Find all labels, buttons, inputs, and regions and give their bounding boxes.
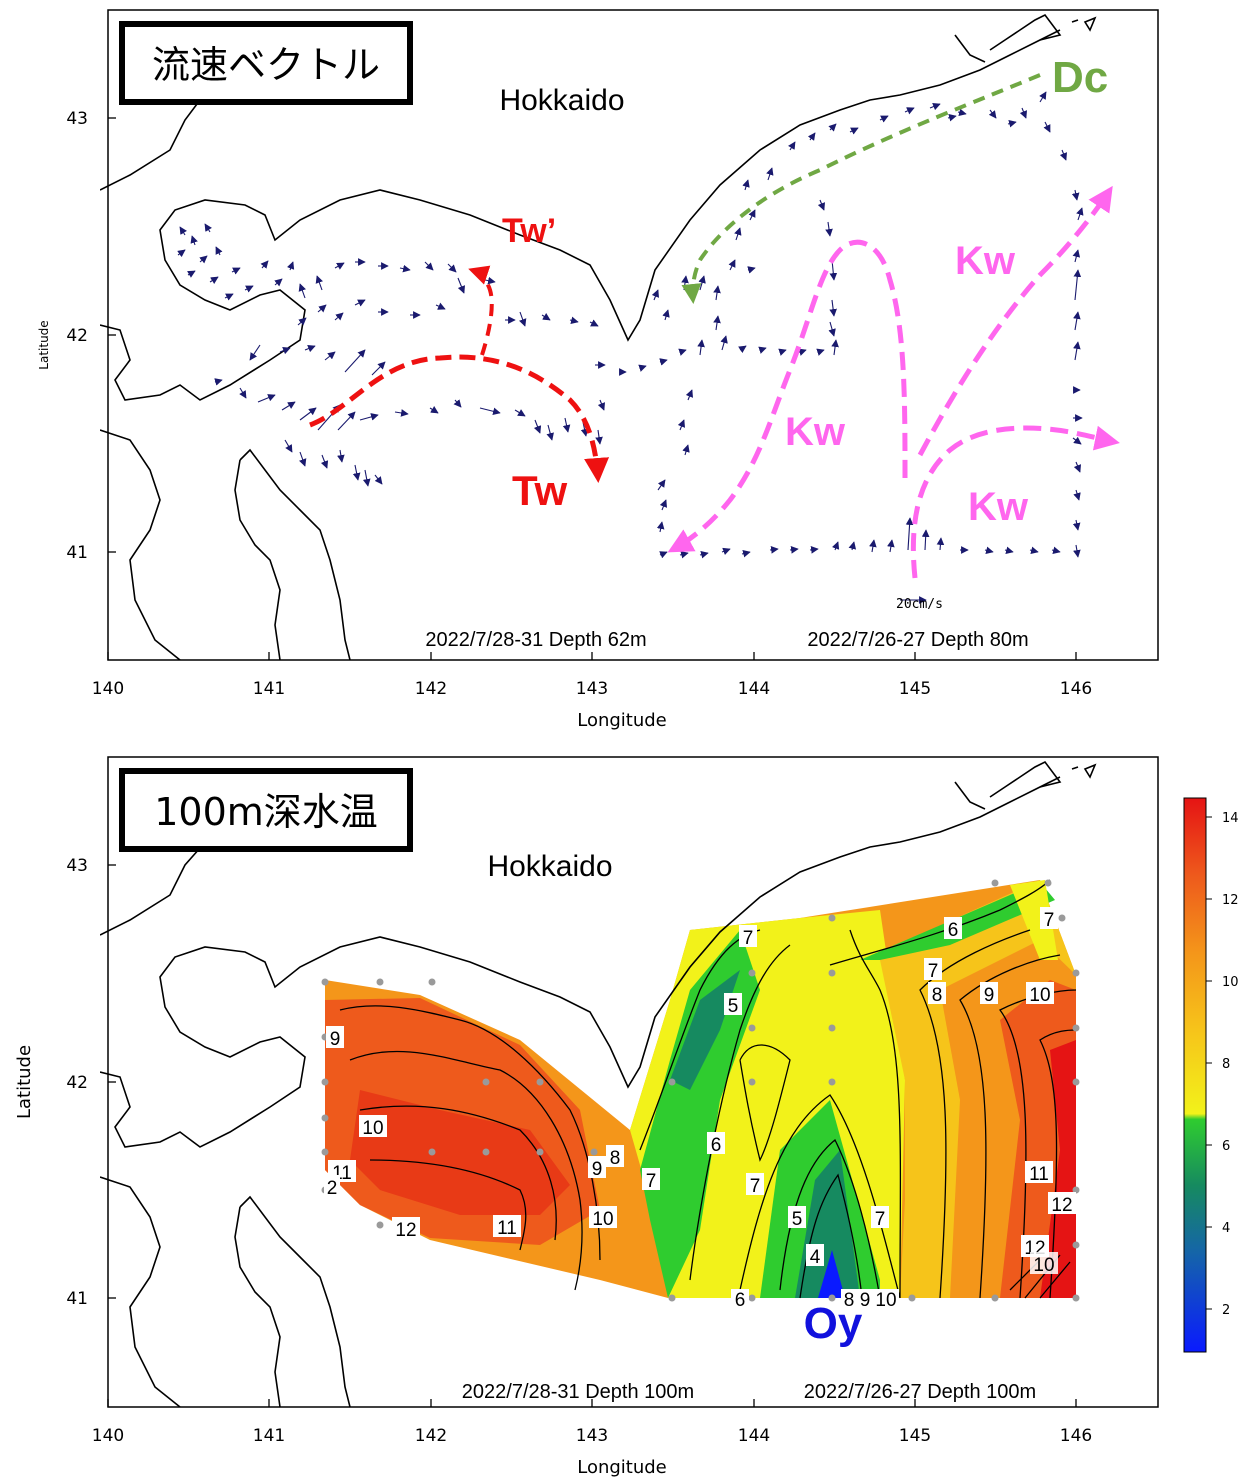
bottom-x-tick: 142 — [415, 1426, 447, 1446]
bottom-x-tick: 143 — [576, 1426, 608, 1446]
top-x-axis-label: Longitude — [577, 710, 667, 731]
contour-label: 8 — [932, 985, 943, 1006]
tw-current-path — [309, 354, 610, 483]
contour-label: 7 — [1044, 910, 1055, 931]
contour-label: 10 — [1029, 985, 1050, 1006]
colorbar-tick: 8 — [1222, 1057, 1230, 1072]
top-y-tick: 41 — [66, 543, 88, 563]
bottom-ticks — [107, 864, 1077, 1407]
colorbar-tick: 12 — [1222, 893, 1239, 908]
top-y-tick: 43 — [66, 109, 88, 129]
contour-label: 12 — [1051, 1195, 1072, 1216]
bottom-region-label: Hokkaido — [487, 850, 612, 883]
temperature-colorbar: 14 12 10 8 6 4 2 — [1183, 797, 1239, 1353]
bottom-footnote-left: 2022/7/28-31 Depth 100m — [462, 1381, 694, 1403]
contour-label: 12 — [395, 1220, 416, 1241]
top-x-tick: 140 — [92, 679, 124, 699]
bottom-x-tick: 141 — [253, 1426, 285, 1446]
contour-label: 8 — [844, 1290, 855, 1311]
colorbar-tick: 14 — [1222, 811, 1239, 826]
bottom-y-tick: 43 — [66, 856, 88, 876]
top-x-ticks — [107, 117, 1077, 660]
contour-label: 6 — [711, 1135, 722, 1156]
contour-labels: 9 10 11 2 12 11 10 9 8 7 6 7 5 4 5 7 6 7… — [324, 907, 1076, 1311]
bottom-y-tick: 41 — [66, 1289, 88, 1309]
contour-label: 4 — [810, 1247, 821, 1268]
contour-label: 7 — [928, 961, 939, 982]
colorbar-tick: 2 — [1222, 1303, 1230, 1318]
bottom-footnote-right: 2022/7/26-27 Depth 100m — [804, 1381, 1036, 1403]
bottom-title: 100m深水温 — [154, 790, 378, 834]
top-x-tick: 144 — [738, 679, 770, 699]
contour-label: 7 — [646, 1171, 657, 1192]
top-y-axis-label: Latitude — [37, 320, 51, 369]
bottom-x-axis-label: Longitude — [577, 1457, 667, 1477]
top-x-tick: 145 — [899, 679, 931, 699]
contour-label: 7 — [750, 1176, 761, 1197]
bottom-y-axis-label: Latitude — [14, 1045, 35, 1119]
bottom-y-tick: 42 — [66, 1073, 88, 1093]
top-footnote-left: 2022/7/28-31 Depth 62m — [425, 629, 646, 651]
scale-label: 20cm/s — [896, 597, 943, 612]
tw-label: Tw — [512, 467, 568, 514]
kw-label-1: Kw — [955, 239, 1016, 283]
colorbar-tick: 4 — [1222, 1221, 1230, 1236]
contour-label: 2 — [327, 1178, 338, 1199]
colorbar-tick: 6 — [1222, 1139, 1230, 1154]
contour-label: 6 — [735, 1290, 746, 1311]
top-x-tick: 146 — [1060, 679, 1092, 699]
top-plot-frame — [107, 9, 1159, 661]
kw-label-2: Kw — [785, 410, 846, 454]
top-region-label: Hokkaido — [499, 84, 624, 117]
dc-current-path — [681, 73, 1041, 304]
top-title-box — [119, 21, 413, 105]
top-x-tick: 143 — [576, 679, 608, 699]
kw-label-3: Kw — [968, 485, 1029, 529]
top-title: 流速ベクトル — [152, 43, 380, 87]
top-y-tick: 42 — [66, 326, 88, 346]
contour-label: 5 — [728, 996, 739, 1017]
contour-label: 10 — [362, 1118, 383, 1139]
contour-label: 9 — [592, 1159, 603, 1180]
bottom-x-tick: 146 — [1060, 1426, 1092, 1446]
bottom-title-box — [119, 768, 413, 852]
bottom-coastline — [100, 760, 1097, 1407]
top-x-tick: 141 — [253, 679, 285, 699]
contour-label: 6 — [948, 920, 959, 941]
tw-prime-label: Tw’ — [502, 212, 556, 250]
contour-label: 9 — [984, 985, 995, 1006]
contour-label: 8 — [610, 1148, 621, 1169]
contour-label: 7 — [743, 928, 754, 949]
contour-label: 9 — [860, 1290, 871, 1311]
contour-label: 9 — [330, 1029, 341, 1050]
contour-label: 10 — [1033, 1255, 1054, 1276]
contour-label: 7 — [875, 1209, 886, 1230]
contour-label: 11 — [497, 1218, 517, 1239]
kw-current-paths — [667, 185, 1120, 579]
bottom-x-tick: 144 — [738, 1426, 770, 1446]
top-x-tick: 142 — [415, 679, 447, 699]
bottom-map-panel: 9 10 11 2 12 11 10 9 8 7 6 7 5 4 5 7 6 7… — [14, 756, 1239, 1477]
top-coastline — [100, 13, 1097, 660]
colorbar-tick: 10 — [1222, 975, 1239, 990]
bottom-x-tick: 145 — [899, 1426, 931, 1446]
top-footnote-right: 2022/7/26-27 Depth 80m — [807, 629, 1028, 651]
top-map-panel: 流速ベクトル Hokkaido Tw’ Tw Dc Kw Kw Kw 20cm/… — [37, 9, 1159, 731]
bottom-x-tick: 140 — [92, 1426, 124, 1446]
top-velocity-vectors — [177, 91, 1084, 604]
oy-label: Oy — [804, 1299, 863, 1348]
contour-label: 10 — [875, 1290, 896, 1311]
tw-prime-current-path — [468, 265, 494, 356]
dc-label: Dc — [1052, 53, 1108, 102]
contour-label: 11 — [1029, 1164, 1049, 1185]
contour-label: 5 — [792, 1209, 803, 1230]
contour-label: 10 — [592, 1209, 613, 1230]
temperature-field — [325, 880, 1076, 1298]
